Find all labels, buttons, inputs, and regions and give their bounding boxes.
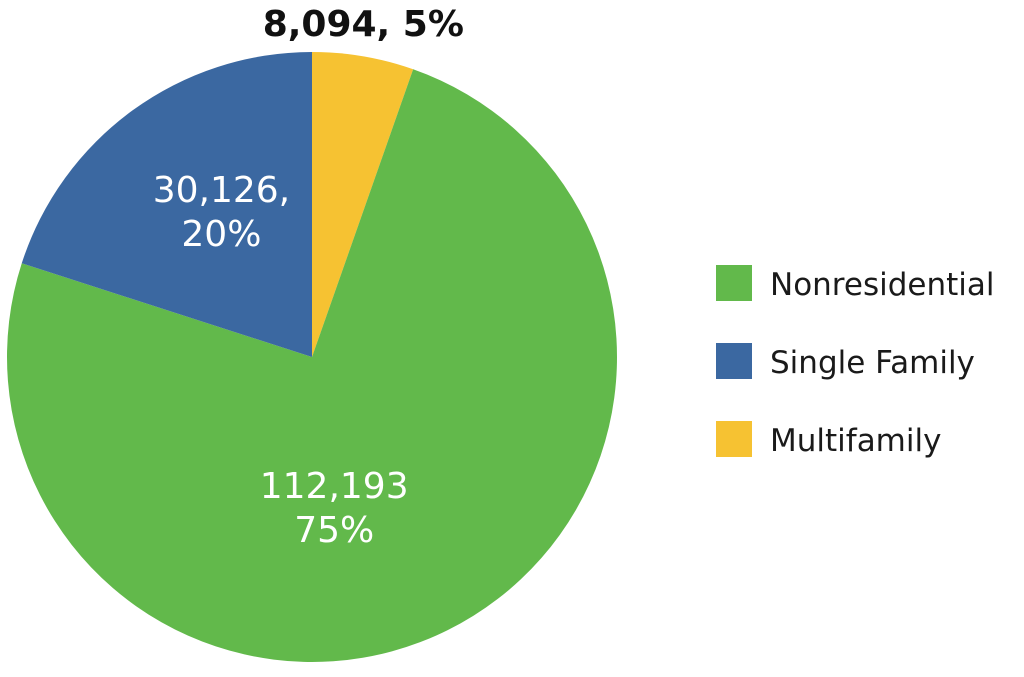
legend-item-multifamily: Multifamily (716, 421, 941, 459)
legend-item-nonresidential: Nonresidential (716, 265, 994, 303)
pie-slice-nonresidential (7, 69, 618, 663)
slice-label-nonresidential: 112,193 75% (260, 466, 409, 551)
slice-labels: 8,094, 5% 112,193 75% 30,126, 20% (153, 4, 464, 551)
legend-swatch-multifamily (716, 421, 752, 457)
pie-slice-multifamily (312, 52, 414, 357)
legend-label-nonresidential: Nonresidential (770, 267, 994, 303)
legend-label-multifamily: Multifamily (770, 423, 941, 459)
legend-label-single-family: Single Family (770, 345, 975, 381)
pie-slice-single-family (21, 52, 312, 357)
legend-swatch-nonresidential (716, 265, 752, 301)
legend-item-single-family: Single Family (716, 343, 975, 381)
legend: Nonresidential Single Family Multifamily (716, 265, 994, 459)
slice-label-multifamily: 8,094, 5% (263, 4, 464, 45)
legend-swatch-single-family (716, 343, 752, 379)
pie-slices (7, 52, 618, 663)
slice-label-single-family: 30,126, 20% (153, 170, 290, 255)
